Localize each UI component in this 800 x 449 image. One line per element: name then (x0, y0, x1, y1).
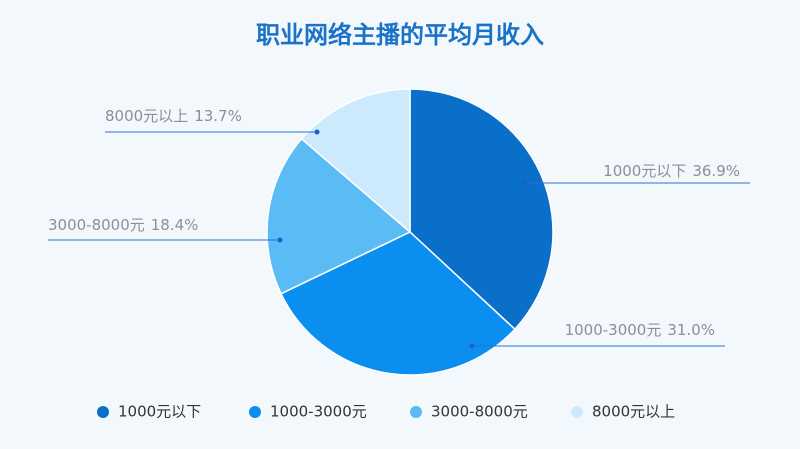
label-value: 18.4% (151, 216, 199, 234)
label-category: 1000-3000元 (565, 321, 662, 339)
data-label: 1000元以下 36.9% (603, 162, 740, 180)
label-value: 31.0% (667, 321, 715, 339)
leader-dot (277, 237, 283, 243)
chart-title: 职业网络主播的平均月收入 (256, 21, 544, 49)
data-label: 3000-8000元 18.4% (48, 216, 198, 234)
leader-dot (314, 129, 320, 135)
pie-slice (279, 231, 516, 376)
pie-slice (300, 88, 411, 234)
legend-marker (249, 406, 261, 418)
pie-slice (266, 137, 412, 295)
label-category: 1000元以下 (603, 162, 686, 180)
label-category: 3000-8000元 (48, 216, 145, 234)
legend-marker (571, 406, 583, 418)
leader-dot (469, 343, 475, 349)
label-value: 13.7% (194, 107, 242, 125)
legend-marker (410, 406, 422, 418)
leader-dot (522, 180, 528, 186)
data-label: 1000-3000元 31.0% (565, 321, 715, 339)
pie-slice (409, 88, 554, 331)
legend-label: 8000元以上 (592, 403, 675, 421)
legend-label: 1000元以下 (118, 403, 201, 421)
label-value: 36.9% (692, 162, 740, 180)
data-label: 8000元以上 13.7% (105, 107, 242, 125)
legend-label: 3000-8000元 (431, 403, 528, 421)
legend-label: 1000-3000元 (270, 403, 367, 421)
legend-marker (97, 406, 109, 418)
label-category: 8000元以上 (105, 107, 188, 125)
